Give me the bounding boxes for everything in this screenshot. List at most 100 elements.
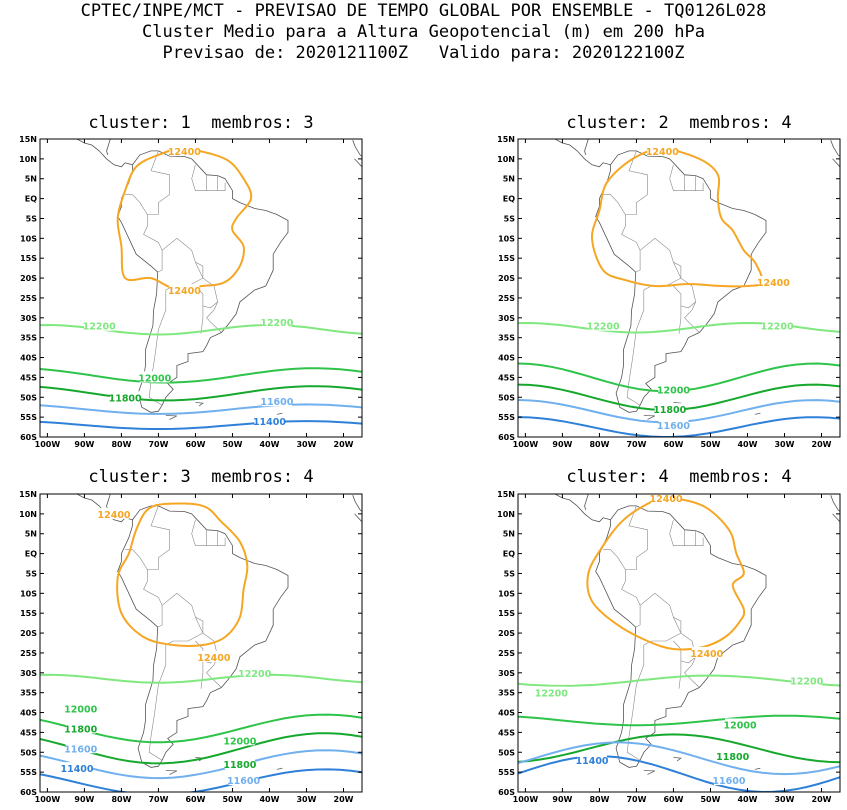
contour-label-bg [65,702,96,714]
contour-label-bg [758,276,789,288]
country-border [684,301,700,333]
lon-label: 40W [259,795,279,804]
coastline [117,505,289,768]
contour-label: 12400 [97,510,130,521]
contour-label-bg [110,391,141,403]
lat-label: 25S [498,649,515,658]
lon-label: 100W [35,440,61,449]
map-background [40,139,362,437]
lat-label: 60S [498,788,515,797]
country-border [669,164,685,191]
island-outline [643,770,656,775]
lat-label: 5N [503,175,515,184]
lat-label: 20S [20,274,37,283]
contour-label: 11800 [653,405,686,416]
contour-label: 12200 [260,318,293,329]
lat-label: 5S [504,569,516,578]
country-border [626,290,645,406]
lat-label: 40S [20,709,37,718]
island-outline [165,415,178,420]
map-background [518,494,840,792]
lat-label: 10N [497,510,515,519]
lon-label: 40W [259,440,279,449]
lat-label: 15N [497,135,515,144]
contour-label: 12400 [197,653,230,664]
contour-label-bg [577,754,608,766]
island-outline [673,757,682,762]
coastline [584,139,589,156]
lat-label: 15S [498,609,515,618]
country-border [217,537,226,546]
lat-label: 15S [498,254,515,263]
contour-label: 11600 [260,397,293,408]
contour-label-bg [169,283,200,295]
contour-11800 [40,732,362,765]
lon-label: 70W [148,440,168,449]
contour-label: 11800 [716,752,749,763]
coastline [830,140,840,168]
lat-label: 10S [498,589,515,598]
contour-label: 11600 [227,776,260,787]
country-border [695,182,704,191]
lat-label: 5S [504,214,516,223]
map-panel-4: 12400 12400 12200 12200 12000 11800 11400 11600… [497,490,841,804]
contour-12400 [590,147,764,288]
lat-label: 50S [20,748,37,757]
country-border [678,660,682,689]
lat-label: 5S [26,214,38,223]
island-outline [195,402,204,407]
coastline [352,140,362,168]
lat-label: 55S [498,768,515,777]
contour-label: 12400 [650,494,683,505]
lat-label: 60S [498,433,515,442]
contour-label: 12000 [64,705,97,716]
lon-label: 80W [111,795,131,804]
lat-label: 10S [20,234,37,243]
lat-label: 30S [20,669,37,678]
lat-label: EQ [503,195,515,204]
lon-label: 100W [35,795,61,804]
lon-label: 20W [334,440,354,449]
lon-label: 20W [334,795,354,804]
contour-label-bg [588,319,619,331]
lon-label: 90W [552,795,572,804]
contour-label-bg [169,144,200,156]
lat-label: EQ [25,550,37,559]
contour-11600 [518,741,840,776]
country-border [206,656,222,688]
coastline [554,139,611,168]
country-border [673,617,697,664]
lat-label: 25S [20,294,37,303]
contour-label: 12000 [657,385,690,396]
panel-title: cluster: 1 membros: 3 [88,113,314,133]
country-border [603,505,648,570]
lat-label: 45S [498,728,515,737]
country-border [191,164,207,191]
contour-11400 [40,420,362,430]
country-border [695,537,704,546]
map-panel-2: 12400 12400 12200 12200 12000 11800 11600 15N 10… [497,135,841,449]
lat-label: 10N [497,155,515,164]
contour-12200 [40,673,362,684]
contour-label-bg [224,734,255,746]
map-frame [517,138,841,438]
panel-title: cluster: 2 membros: 4 [566,113,792,133]
lat-label: 55S [20,413,37,422]
lat-label: 25S [20,649,37,658]
contour-label-bg [139,371,170,383]
country-border [621,214,641,273]
contour-label-bg [691,646,722,658]
contour-12000 [518,714,840,727]
lat-label: 60S [20,433,37,442]
contour-label: 11400 [575,756,608,767]
lon-label: 90W [74,795,94,804]
lon-label: 70W [626,440,646,449]
contour-label-bg [239,666,270,678]
coastline [595,150,767,413]
lat-label: 15S [20,254,37,263]
contour-label-bg [791,674,822,686]
contour-label-bg [725,718,756,730]
lat-label: 45S [498,373,515,382]
country-border [200,660,204,689]
lon-label: 40W [737,440,757,449]
